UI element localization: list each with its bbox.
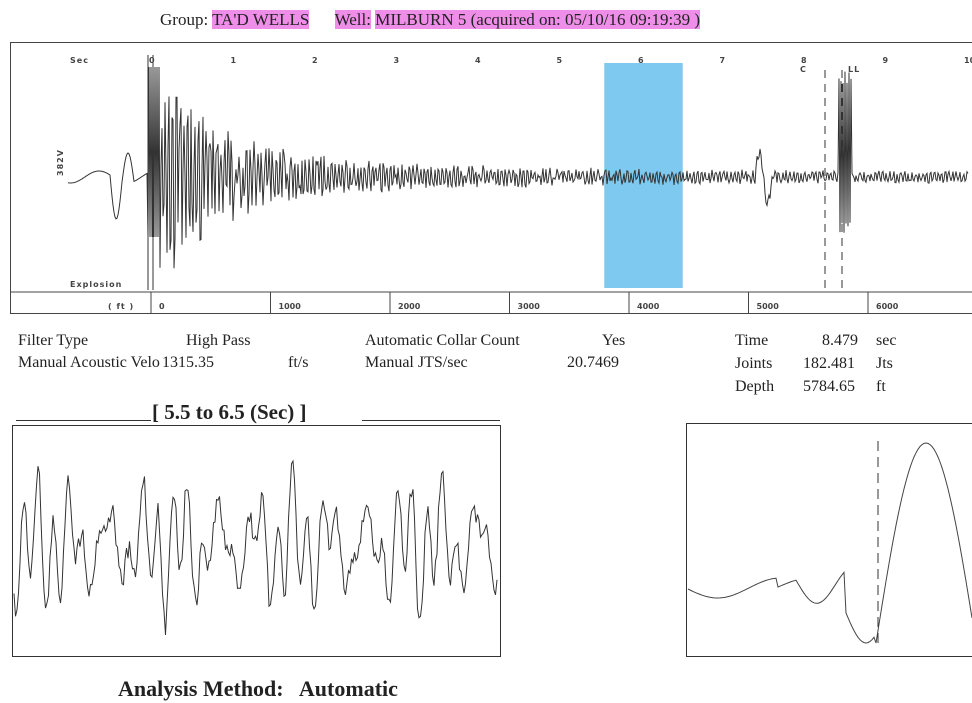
velocity-unit: ft/s bbox=[288, 354, 309, 371]
acoustic-waveform bbox=[67, 66, 969, 269]
sec-axis-ticks: 0 1 2 3 4 5 6 7 8 9 10 bbox=[149, 56, 972, 65]
zoom-title-rule-right bbox=[362, 420, 500, 421]
joints-label: Joints bbox=[735, 355, 773, 372]
channel-label: 382V bbox=[56, 149, 65, 176]
zoomed-waveform bbox=[13, 459, 498, 636]
sec-axis-label: Sec bbox=[70, 56, 89, 65]
liquid-level-marker-label: LL bbox=[848, 65, 861, 74]
correlation-curve bbox=[687, 442, 972, 644]
sec-tick-label: 2 bbox=[312, 56, 318, 65]
sec-tick-label: 8 bbox=[801, 56, 807, 65]
ft-tick-label: 1000 bbox=[279, 302, 302, 311]
sec-tick-label: 5 bbox=[557, 56, 563, 65]
analysis-method: Analysis Method: Automatic bbox=[118, 676, 398, 702]
depth-value: 5784.65 bbox=[803, 378, 855, 395]
filter-type-label: Filter Type bbox=[18, 332, 89, 349]
correlation-frame bbox=[686, 423, 972, 657]
ft-tick-label: 6000 bbox=[876, 302, 899, 311]
header: Group: TA'D WELLS Well: MILBURN 5 (acqui… bbox=[160, 10, 701, 30]
sec-tick-label: 10 bbox=[964, 56, 972, 65]
filter-type-value: High Pass bbox=[186, 332, 251, 349]
ft-tick-label: 3000 bbox=[518, 302, 541, 311]
analysis-method-label: Analysis Method: bbox=[118, 676, 284, 701]
group-value: TA'D WELLS bbox=[212, 10, 310, 29]
jts-per-sec-value: 20.7469 bbox=[567, 354, 619, 371]
depth-label: Depth bbox=[735, 378, 775, 395]
sec-tick-label: 1 bbox=[231, 56, 237, 65]
ft-tick-label: 0 bbox=[159, 302, 165, 311]
acoustic-trace-chart: 0 1000 2000 3000 4000 5000 6000 0 1 2 3 4 5 6 7 8 9 10 bbox=[10, 55, 972, 314]
zoomed-waveform-frame bbox=[12, 425, 501, 657]
ft-axis-ticks: 0 1000 2000 3000 4000 5000 6000 bbox=[150, 292, 899, 314]
zoomed-waveform-chart bbox=[12, 425, 501, 657]
ft-tick-label: 4000 bbox=[637, 302, 660, 311]
velocity-label: Manual Acoustic Velo bbox=[18, 354, 160, 371]
well-value: MILBURN 5 (acquired on: 05/10/16 09:19:3… bbox=[375, 10, 701, 29]
collar-count-value: Yes bbox=[602, 332, 626, 349]
sec-tick-label: 0 bbox=[149, 56, 155, 65]
zoom-title-rule-left bbox=[16, 420, 151, 421]
velocity-value: 1315.35 bbox=[162, 354, 214, 371]
analysis-method-value: Automatic bbox=[298, 676, 398, 701]
collar-marker-label: C bbox=[800, 65, 807, 74]
ft-tick-label: 5000 bbox=[757, 302, 780, 311]
sec-tick-label: 9 bbox=[883, 56, 889, 65]
explosion-label: Explosion bbox=[70, 280, 123, 289]
group-label: Group: bbox=[160, 10, 209, 29]
sec-tick-label: 4 bbox=[475, 56, 481, 65]
ft-axis-label: ( ft ) bbox=[108, 302, 135, 311]
joints-value: 182.481 bbox=[803, 355, 855, 372]
collar-count-label: Automatic Collar Count bbox=[365, 332, 520, 349]
jts-per-sec-label: Manual JTS/sec bbox=[365, 354, 468, 371]
sec-tick-label: 7 bbox=[720, 56, 726, 65]
time-unit: sec bbox=[876, 332, 897, 349]
zoom-window-title: [ 5.5 to 6.5 (Sec) ] bbox=[152, 400, 307, 424]
sec-tick-label: 6 bbox=[638, 56, 644, 65]
correlation-chart bbox=[686, 423, 972, 657]
well-label: Well: bbox=[334, 10, 371, 29]
depth-unit: ft bbox=[876, 378, 886, 395]
acoustic-trace-panel bbox=[10, 42, 972, 314]
sec-tick-label: 3 bbox=[394, 56, 400, 65]
time-label: Time bbox=[735, 332, 769, 349]
ft-tick-label: 2000 bbox=[398, 302, 421, 311]
joints-unit: Jts bbox=[876, 355, 893, 372]
time-value: 8.479 bbox=[822, 332, 858, 349]
